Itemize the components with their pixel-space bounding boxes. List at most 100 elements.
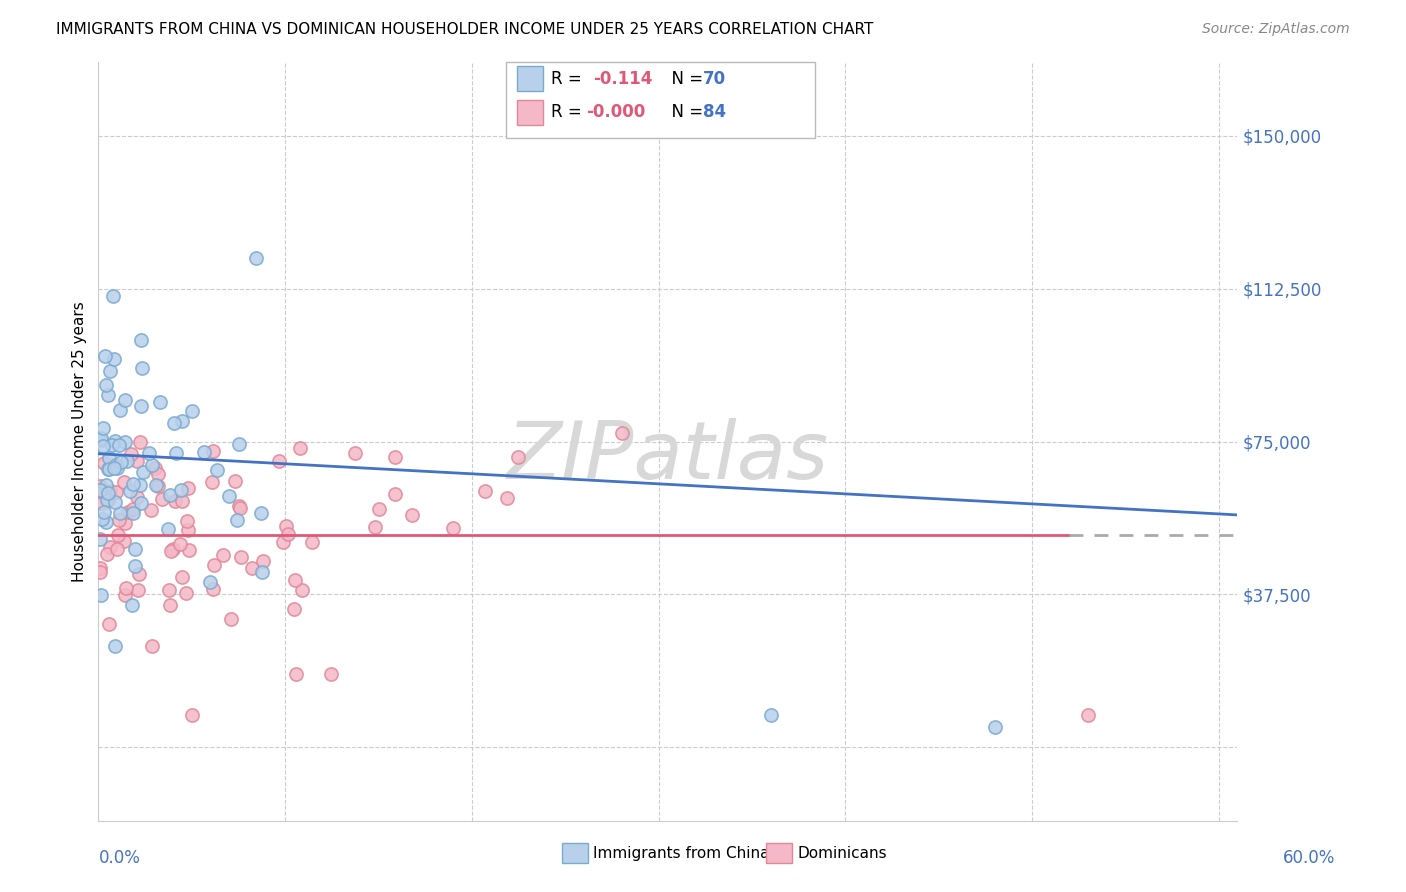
Point <box>129 477 152 491</box>
Point <box>177 543 200 558</box>
Point <box>245 251 267 265</box>
Text: N =: N = <box>661 70 709 87</box>
Point <box>131 466 153 480</box>
Point <box>91 495 114 509</box>
Point <box>103 288 125 302</box>
Point <box>114 516 136 530</box>
Point <box>496 491 519 505</box>
Point <box>145 478 167 492</box>
Point <box>105 541 128 556</box>
Point <box>129 333 152 347</box>
Point <box>110 455 132 469</box>
Point <box>290 441 312 455</box>
Point <box>177 481 200 495</box>
Point <box>97 388 120 402</box>
Point <box>90 431 112 445</box>
Point <box>96 478 118 492</box>
Point <box>163 417 186 431</box>
Point <box>115 454 138 468</box>
Point <box>127 491 149 505</box>
Point <box>89 532 111 546</box>
Point <box>128 567 150 582</box>
Text: 70: 70 <box>703 70 725 87</box>
Text: -0.000: -0.000 <box>586 103 645 121</box>
Point <box>121 477 143 491</box>
Point <box>157 523 180 537</box>
Point <box>384 487 406 501</box>
Point <box>112 475 135 490</box>
Point <box>202 558 225 573</box>
Point <box>97 492 120 507</box>
Point <box>91 439 114 453</box>
Point <box>165 446 187 460</box>
Point <box>104 434 127 448</box>
Point <box>96 515 118 529</box>
Point <box>104 495 127 509</box>
Text: Source: ZipAtlas.com: Source: ZipAtlas.com <box>1202 22 1350 37</box>
Point <box>169 537 191 551</box>
Point <box>283 602 305 616</box>
Point <box>91 484 114 499</box>
Point <box>277 526 299 541</box>
Point <box>141 503 163 517</box>
Point <box>508 450 530 465</box>
Point <box>90 512 112 526</box>
Point <box>364 520 387 534</box>
Point <box>114 588 136 602</box>
Point <box>120 447 142 461</box>
Point <box>89 483 111 497</box>
Point <box>401 508 423 522</box>
Point <box>170 570 193 584</box>
Point <box>368 502 391 516</box>
Point <box>231 549 253 564</box>
Point <box>124 559 146 574</box>
Point <box>610 426 633 441</box>
Point <box>759 707 782 722</box>
Point <box>108 438 131 452</box>
Point <box>98 364 121 378</box>
Point <box>163 494 186 508</box>
Point <box>193 445 215 459</box>
Point <box>115 582 138 596</box>
Point <box>149 395 172 409</box>
Point <box>93 483 115 498</box>
Point <box>146 478 169 492</box>
Point <box>114 435 136 450</box>
Point <box>141 458 163 472</box>
Point <box>97 462 120 476</box>
Point <box>93 456 115 470</box>
Point <box>170 493 193 508</box>
Point <box>89 565 111 579</box>
Text: 84: 84 <box>703 103 725 121</box>
Point <box>98 541 121 555</box>
Point <box>90 434 112 448</box>
Point <box>218 489 240 503</box>
Text: -0.114: -0.114 <box>593 70 652 87</box>
Point <box>104 458 127 473</box>
Point <box>276 518 298 533</box>
Point <box>138 446 160 460</box>
Point <box>160 544 183 558</box>
Text: Dominicans: Dominicans <box>797 847 887 861</box>
Point <box>180 707 202 722</box>
Text: R =: R = <box>551 70 592 87</box>
Text: N =: N = <box>661 103 709 121</box>
Point <box>250 507 273 521</box>
Text: IMMIGRANTS FROM CHINA VS DOMINICAN HOUSEHOLDER INCOME UNDER 25 YEARS CORRELATION: IMMIGRANTS FROM CHINA VS DOMINICAN HOUSE… <box>56 22 873 37</box>
Text: 60.0%: 60.0% <box>1284 849 1336 867</box>
Point <box>301 535 323 549</box>
Point <box>120 483 142 498</box>
Point <box>98 483 121 498</box>
Point <box>162 541 184 556</box>
Point <box>228 499 250 513</box>
Point <box>129 399 152 413</box>
Point <box>103 460 125 475</box>
Point <box>150 492 173 507</box>
Point <box>121 502 143 516</box>
Point <box>201 475 224 489</box>
Point <box>273 535 295 549</box>
Point <box>107 528 129 542</box>
Point <box>267 454 290 468</box>
Point <box>284 666 307 681</box>
Point <box>384 450 406 464</box>
